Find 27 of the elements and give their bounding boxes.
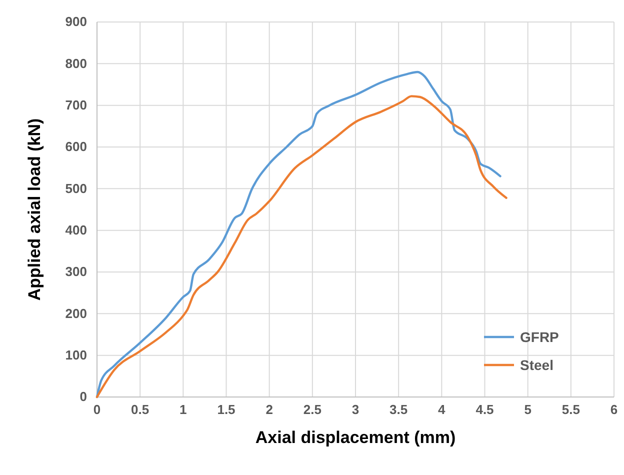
y-tick-label: 900 bbox=[65, 14, 87, 30]
y-tick-label: 800 bbox=[65, 56, 87, 71]
y-tick-label: 300 bbox=[65, 264, 87, 280]
x-tick-label: 0.5 bbox=[131, 402, 150, 418]
x-tick-label: 1 bbox=[180, 402, 187, 418]
x-tick-label: 0 bbox=[93, 402, 101, 418]
x-tick-label: 4.5 bbox=[476, 402, 494, 418]
x-tick-label: 1.5 bbox=[217, 402, 236, 418]
y-tick-label: 500 bbox=[65, 180, 87, 196]
y-tick-label: 700 bbox=[65, 97, 87, 112]
x-tick-label: 3.5 bbox=[390, 402, 408, 418]
x-tick-label: 5 bbox=[524, 402, 532, 418]
legend-label: Steel bbox=[520, 357, 554, 373]
y-tick-label: 400 bbox=[65, 222, 87, 238]
y-tick-label: 0 bbox=[80, 389, 87, 404]
x-tick-label: 6 bbox=[610, 402, 618, 418]
x-tick-label: 2 bbox=[266, 402, 273, 418]
x-axis-title: Axial displacement (mm) bbox=[255, 428, 456, 447]
y-axis-title: Applied axial load (kN) bbox=[25, 118, 44, 301]
x-tick-label: 2.5 bbox=[303, 402, 322, 418]
y-tick-label: 100 bbox=[65, 347, 87, 362]
x-tick-label: 3 bbox=[352, 402, 360, 418]
y-tick-label: 600 bbox=[65, 139, 87, 154]
y-tick-label: 200 bbox=[65, 306, 87, 321]
x-tick-label: 4 bbox=[438, 402, 446, 418]
x-tick-label: 5.5 bbox=[562, 402, 580, 418]
legend-label: GFRP bbox=[520, 329, 559, 345]
